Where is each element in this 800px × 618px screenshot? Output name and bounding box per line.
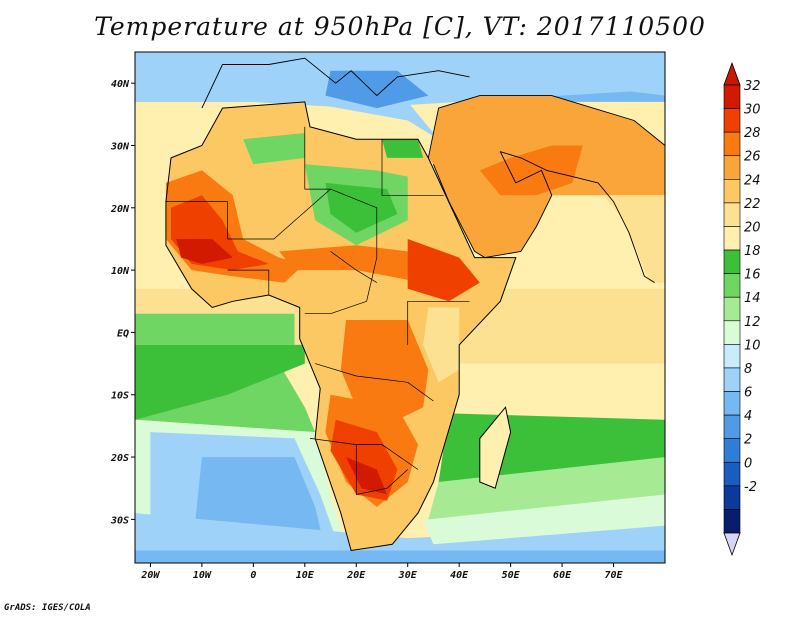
colorbar-box xyxy=(723,273,741,298)
colorbar-label: 30 xyxy=(744,103,761,118)
chart-title: Temperature at 950hPa [C], VT: 201711050… xyxy=(94,12,706,41)
colorbar-box xyxy=(723,155,741,180)
colorbar-box xyxy=(723,296,741,322)
colorbar-label: 4 xyxy=(744,409,752,424)
temperature-field xyxy=(135,52,665,563)
colorbar-box xyxy=(723,509,741,534)
colorbar-box xyxy=(723,391,741,416)
lon-tick-label: 10E xyxy=(296,570,315,581)
colorbar-label: 6 xyxy=(744,386,752,401)
colorbar-box xyxy=(723,131,741,157)
colorbar-label: 0 xyxy=(744,456,752,471)
lon-tick-label: 60E xyxy=(553,570,572,581)
colorbar-box xyxy=(723,485,741,510)
colorbar-box xyxy=(723,414,741,439)
colorbar-label: 22 xyxy=(744,197,761,212)
colorbar-label: 26 xyxy=(744,150,761,165)
lat-tick-label: 20N xyxy=(110,204,130,215)
colorbar-label: 2 xyxy=(744,433,752,448)
lat-tick-label: 10N xyxy=(111,266,130,277)
lon-tick-label: 20W xyxy=(140,570,160,581)
lat-tick-label: 10S xyxy=(111,391,129,402)
colorbar-box xyxy=(723,367,741,392)
colorbar-label: 8 xyxy=(744,362,752,377)
colorbar-label: 32 xyxy=(744,79,761,94)
lon-tick-label: 40E xyxy=(450,570,469,581)
colorbar-label: 12 xyxy=(744,315,761,330)
lon-tick-label: 30E xyxy=(398,570,418,581)
colorbar-label: 24 xyxy=(744,173,761,188)
grads-credit: GrADS: IGES/COLA xyxy=(4,603,91,613)
lon-tick-label: 10W xyxy=(193,570,212,581)
colorbar-box xyxy=(723,202,741,227)
lat-tick-label: 20S xyxy=(110,453,129,464)
lat-tick-label: 40N xyxy=(111,79,130,90)
colorbar-label: 18 xyxy=(744,244,761,259)
lon-tick-label: 0 xyxy=(250,570,256,581)
colorbar-top-arrow xyxy=(723,61,741,86)
colorbar-box xyxy=(723,320,741,345)
colorbar-label: -2 xyxy=(744,480,757,495)
madagascar-field xyxy=(479,407,511,489)
africa-warm-field xyxy=(165,101,516,551)
colorbar-label: 10 xyxy=(744,338,761,353)
colorbar-box xyxy=(723,226,741,251)
colorbar-box xyxy=(723,344,741,369)
lon-tick-label: 50E xyxy=(502,570,521,581)
colorbar-label: 20 xyxy=(744,220,761,235)
colorbar-box xyxy=(723,249,741,274)
mediterranean-cool xyxy=(325,70,429,109)
colorbar-box xyxy=(723,438,741,463)
colorbar-label: 16 xyxy=(744,268,761,283)
lon-tick-label: 20E xyxy=(346,570,366,581)
lat-tick-label: 30N xyxy=(110,141,130,152)
colorbar-box xyxy=(723,108,741,133)
colorbar-bottom-arrow xyxy=(723,532,741,557)
map-frame xyxy=(134,51,666,564)
coastline-borders xyxy=(165,57,665,552)
colorbar-label: 14 xyxy=(744,291,761,306)
axis-ticks: 20W 10W 0 10E 20E 30E 40E 50E 60E 70E 40N 30N 20N 10N… xyxy=(110,79,624,581)
colorbar-label: 28 xyxy=(744,126,761,141)
colorbar-box xyxy=(723,179,741,204)
colorbar-box xyxy=(723,84,741,109)
lon-tick-label: 70E xyxy=(605,570,624,581)
lat-tick-label: EQ xyxy=(117,328,129,339)
lat-tick-label: 30S xyxy=(110,515,129,526)
colorbar-box xyxy=(723,461,741,487)
